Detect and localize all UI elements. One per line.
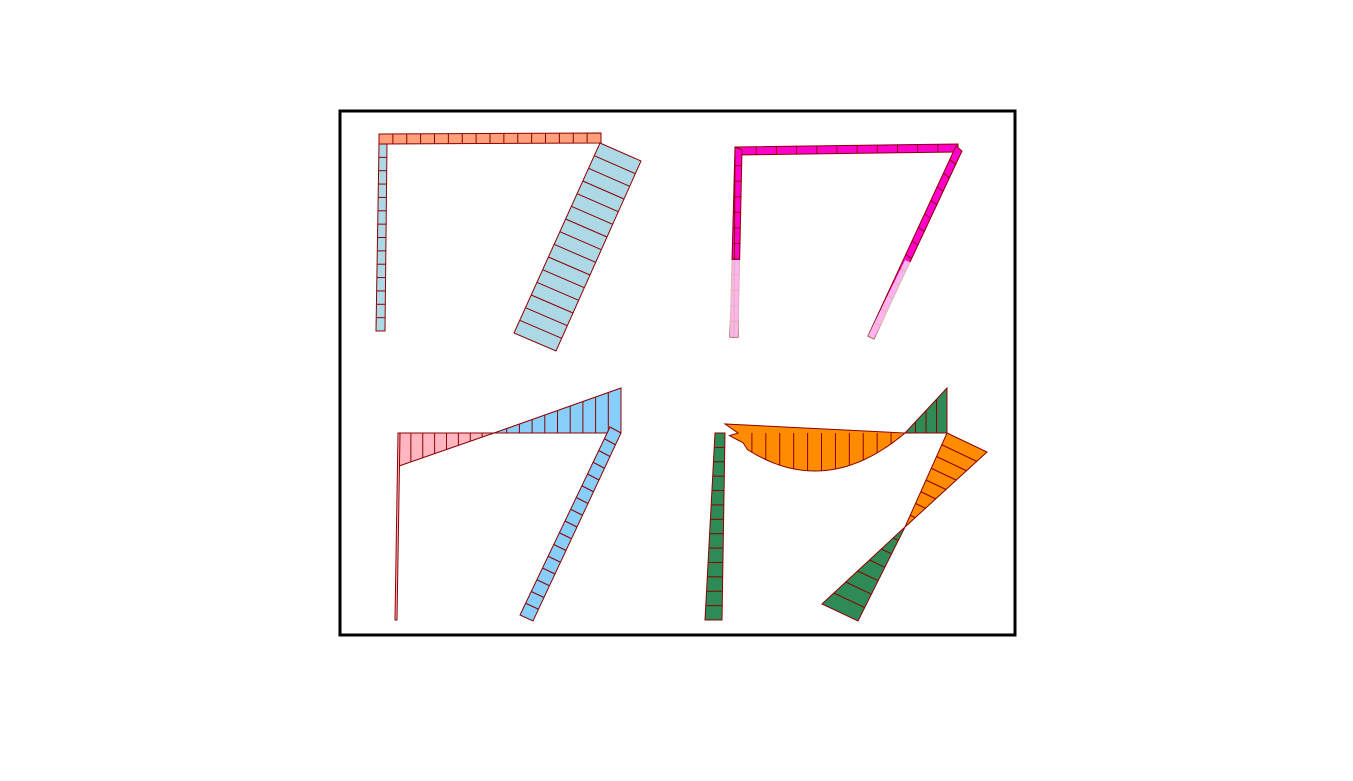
hatch-line	[931, 467, 957, 481]
hatch-line	[547, 555, 561, 563]
hatch-line	[587, 473, 600, 481]
hatch-line	[542, 567, 556, 575]
hatch-line	[592, 461, 605, 469]
hatch-line	[833, 592, 865, 609]
hatch-line	[598, 450, 611, 457]
hatch-line	[581, 485, 594, 493]
hatch-line	[565, 218, 608, 238]
hatch-line	[915, 503, 926, 509]
hatch-line	[525, 307, 568, 327]
hatch-line	[892, 537, 899, 541]
hatch-line	[920, 491, 936, 500]
hatch-line	[881, 548, 892, 555]
hatch-line	[930, 199, 938, 206]
hatch-line	[582, 180, 625, 200]
hatch-line	[531, 294, 574, 314]
hatch-line	[536, 579, 550, 587]
hatch-line	[845, 581, 872, 595]
hatch-line	[588, 167, 630, 187]
hatch-line	[570, 508, 583, 516]
hatch-line	[910, 514, 916, 519]
hatch-line	[949, 159, 957, 165]
hatch-line	[564, 520, 578, 528]
hatch-line	[911, 240, 919, 246]
hatch-line	[548, 256, 591, 276]
hatch-line	[525, 602, 539, 610]
hatch-line	[559, 532, 572, 540]
inclined-fade	[868, 260, 912, 339]
hatch-line	[857, 570, 879, 582]
hatch-line	[571, 205, 613, 225]
hatch-line	[925, 479, 947, 490]
column-fade	[730, 260, 742, 337]
column-band	[704, 432, 726, 621]
hatch-line	[924, 213, 931, 219]
hatch-line	[553, 243, 596, 263]
hatch-line	[943, 172, 950, 179]
hatch-line	[905, 254, 912, 259]
column-line	[394, 432, 401, 621]
hatch-line	[918, 227, 925, 232]
diagram-border	[338, 109, 1017, 637]
hatch-line	[594, 155, 636, 175]
beam-positive-curve	[723, 423, 907, 472]
hatch-line	[531, 591, 545, 598]
panel-top-right-axial-force	[729, 143, 963, 340]
hatch-line	[576, 193, 619, 213]
hatch-line	[869, 559, 886, 568]
hatch-line	[941, 444, 977, 462]
hatch-line	[576, 497, 589, 504]
panel-bottom-right-bending-moment	[704, 386, 988, 622]
hatch-line	[559, 231, 602, 251]
hatch-line	[536, 281, 579, 301]
hatch-line	[936, 186, 944, 192]
hatch-line	[542, 269, 585, 289]
hatch-line	[553, 544, 567, 551]
hatch-line	[936, 456, 967, 472]
hatch-line	[604, 438, 616, 446]
panel-bottom-left-shear-force	[394, 387, 622, 622]
hatch-line	[519, 319, 562, 339]
panel-top-left-axial-force	[375, 132, 642, 352]
